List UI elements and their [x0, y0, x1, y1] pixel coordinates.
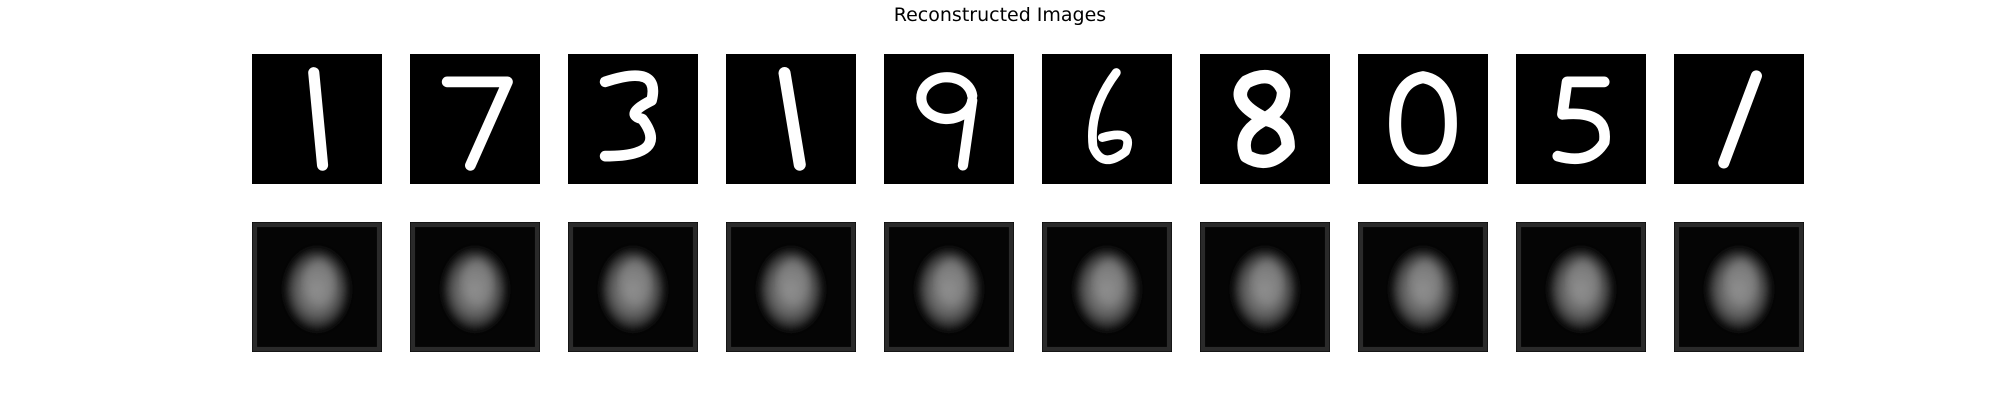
reconstructed-digit-1	[726, 222, 856, 352]
original-image-2	[410, 54, 540, 184]
reconstructed-image-9	[1516, 222, 1646, 352]
reconstructed-digit-6	[1042, 222, 1172, 352]
reconstructed-digit-9	[884, 222, 1014, 352]
original-digit-1	[308, 67, 329, 171]
reconstructed-digit-1	[252, 222, 382, 352]
reconstructed-image-10	[1674, 222, 1804, 352]
reconstructed-image-8	[1358, 222, 1488, 352]
original-image-8	[1358, 54, 1488, 184]
original-digit-9	[916, 72, 978, 171]
reconstructed-image-6	[1042, 222, 1172, 352]
reconstructed-image-2	[410, 222, 540, 352]
original-digit-1	[778, 66, 806, 171]
original-digit-7	[441, 76, 513, 171]
original-image-7	[1200, 54, 1330, 184]
original-image-3	[568, 54, 698, 184]
reconstructed-image-4	[726, 222, 856, 352]
reconstructed-digit-7	[410, 222, 540, 352]
reconstructed-image-7	[1200, 222, 1330, 352]
reconstructed-image-1	[252, 222, 382, 352]
reconstructed-digit-3	[568, 222, 698, 352]
reconstructed-digit-0	[1358, 222, 1488, 352]
reconstructed-digit-1	[1674, 222, 1804, 352]
reconstructed-digit-8	[1200, 222, 1330, 352]
original-image-4	[726, 54, 856, 184]
original-image-10	[1674, 54, 1804, 184]
reconstructed-image-3	[568, 222, 698, 352]
figure-title: Reconstructed Images	[893, 4, 1107, 26]
original-image-5	[884, 54, 1014, 184]
original-digit-5	[1552, 76, 1610, 165]
original-digit-1	[1718, 70, 1762, 169]
original-digit-8	[1233, 69, 1295, 169]
original-digit-3	[599, 70, 659, 162]
original-image-6	[1042, 54, 1172, 184]
original-image-1	[252, 54, 382, 184]
reconstructed-image-5	[884, 222, 1014, 352]
original-digit-0	[1389, 71, 1457, 167]
original-digit-6	[1088, 68, 1132, 165]
reconstructed-digit-5	[1516, 222, 1646, 352]
original-image-9	[1516, 54, 1646, 184]
